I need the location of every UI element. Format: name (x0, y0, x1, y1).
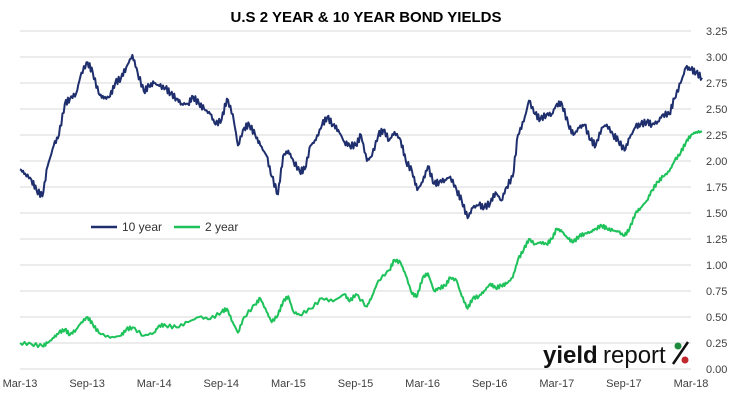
series-line-2-year (19, 130, 703, 349)
x-tick-label: Mar-18 (674, 378, 709, 390)
x-tick-label: Sep-16 (472, 378, 507, 390)
logo-percent-dot-top (674, 342, 682, 350)
y-tick-label: 0.75 (706, 286, 727, 298)
logo-text-report: report (603, 342, 666, 369)
legend: 10 year 2 year (91, 220, 238, 234)
chart-title: U.S 2 YEAR & 10 YEAR BOND YIELDS (231, 9, 502, 26)
yieldreport-logo: yield report (543, 341, 690, 369)
x-tick-label: Mar-17 (539, 378, 574, 390)
legend-label: 10 year (122, 220, 162, 234)
x-tick-label: Mar-16 (405, 378, 440, 390)
x-tick-label: Mar-14 (137, 378, 172, 390)
y-tick-label: 3.25 (706, 26, 727, 38)
y-axis-ticks: 0.00 0.25 0.50 0.75 1.00 1.25 1.50 1.75 2.00 2.25… (706, 26, 727, 376)
y-tick-label: 1.00 (706, 260, 727, 272)
y-tick-label: 3.00 (706, 52, 727, 64)
x-tick-label: Mar-15 (271, 378, 306, 390)
y-tick-label: 1.50 (706, 208, 727, 220)
logo-percent-dot-bottom (681, 356, 689, 364)
y-tick-label: 2.00 (706, 156, 727, 168)
logo-percent-slash (671, 341, 690, 365)
x-tick-label: Mar-13 (3, 378, 38, 390)
legend-label: 2 year (205, 220, 238, 234)
series-line-10-year (19, 53, 703, 220)
y-tick-label: 1.25 (706, 234, 727, 246)
series-lines (19, 53, 703, 349)
y-tick-label: 0.50 (706, 312, 727, 324)
logo-text-yield: yield (543, 342, 598, 369)
x-tick-label: Sep-14 (204, 378, 239, 390)
y-tick-label: 1.75 (706, 182, 727, 194)
y-tick-label: 2.50 (706, 104, 727, 116)
y-tick-label: 2.25 (706, 130, 727, 142)
gridlines (20, 30, 691, 370)
y-tick-label: 0.00 (706, 364, 727, 376)
x-tick-label: Sep-15 (338, 378, 373, 390)
x-tick-label: Sep-13 (69, 378, 104, 390)
y-tick-label: 0.25 (706, 338, 727, 350)
x-axis-ticks: Mar-13 Sep-13 Mar-14 Sep-14 Mar-15 Sep-15 Mar-… (3, 378, 709, 390)
y-tick-label: 2.75 (706, 78, 727, 90)
x-tick-label: Sep-17 (606, 378, 641, 390)
